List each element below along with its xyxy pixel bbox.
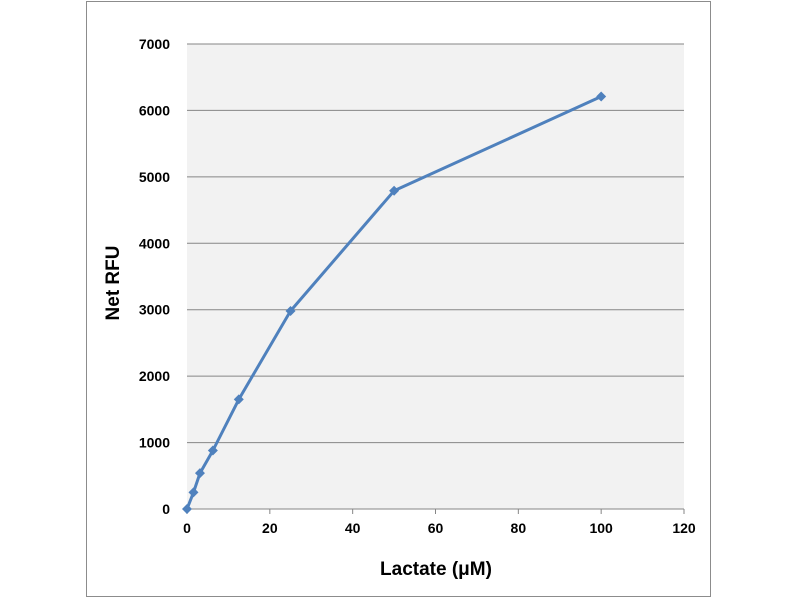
y-tick-label-4000: 4000 (139, 235, 170, 251)
data-point-2 (194, 468, 205, 479)
y-tick-label-2000: 2000 (139, 368, 170, 384)
x-tick-label-120: 120 (672, 520, 696, 536)
data-point-3 (207, 445, 218, 456)
series-group (182, 91, 607, 514)
x-tick-label-100: 100 (589, 520, 613, 536)
y-tick-label-7000: 7000 (139, 36, 170, 52)
x-tick-label-0: 0 (183, 520, 191, 536)
y-tick-label-1000: 1000 (139, 435, 170, 451)
y-tick-label-0: 0 (162, 501, 170, 517)
x-tick-label-60: 60 (428, 520, 444, 536)
data-point-1 (188, 487, 199, 498)
y-tick-label-6000: 6000 (139, 102, 170, 118)
plot-area (187, 44, 684, 509)
data-point-7 (596, 91, 607, 102)
x-axis-title: Lactate (μM) (380, 559, 492, 580)
x-tick-label-20: 20 (262, 520, 278, 536)
data-point-6 (389, 185, 400, 196)
y-tick-label-5000: 5000 (139, 169, 170, 185)
y-axis-title: Net RFU (103, 246, 124, 321)
data-point-5 (285, 306, 296, 317)
data-point-0 (182, 504, 192, 514)
y-tick-label-3000: 3000 (139, 302, 170, 318)
x-tick-label-80: 80 (511, 520, 527, 536)
x-axis-ticks: 0 20 40 60 80 100 120 (183, 509, 696, 536)
gridlines (187, 43, 684, 444)
data-point-4 (233, 394, 244, 405)
x-tick-label-40: 40 (345, 520, 361, 536)
y-axis-ticks: 0 1000 2000 3000 4000 5000 6000 7000 (139, 36, 170, 517)
